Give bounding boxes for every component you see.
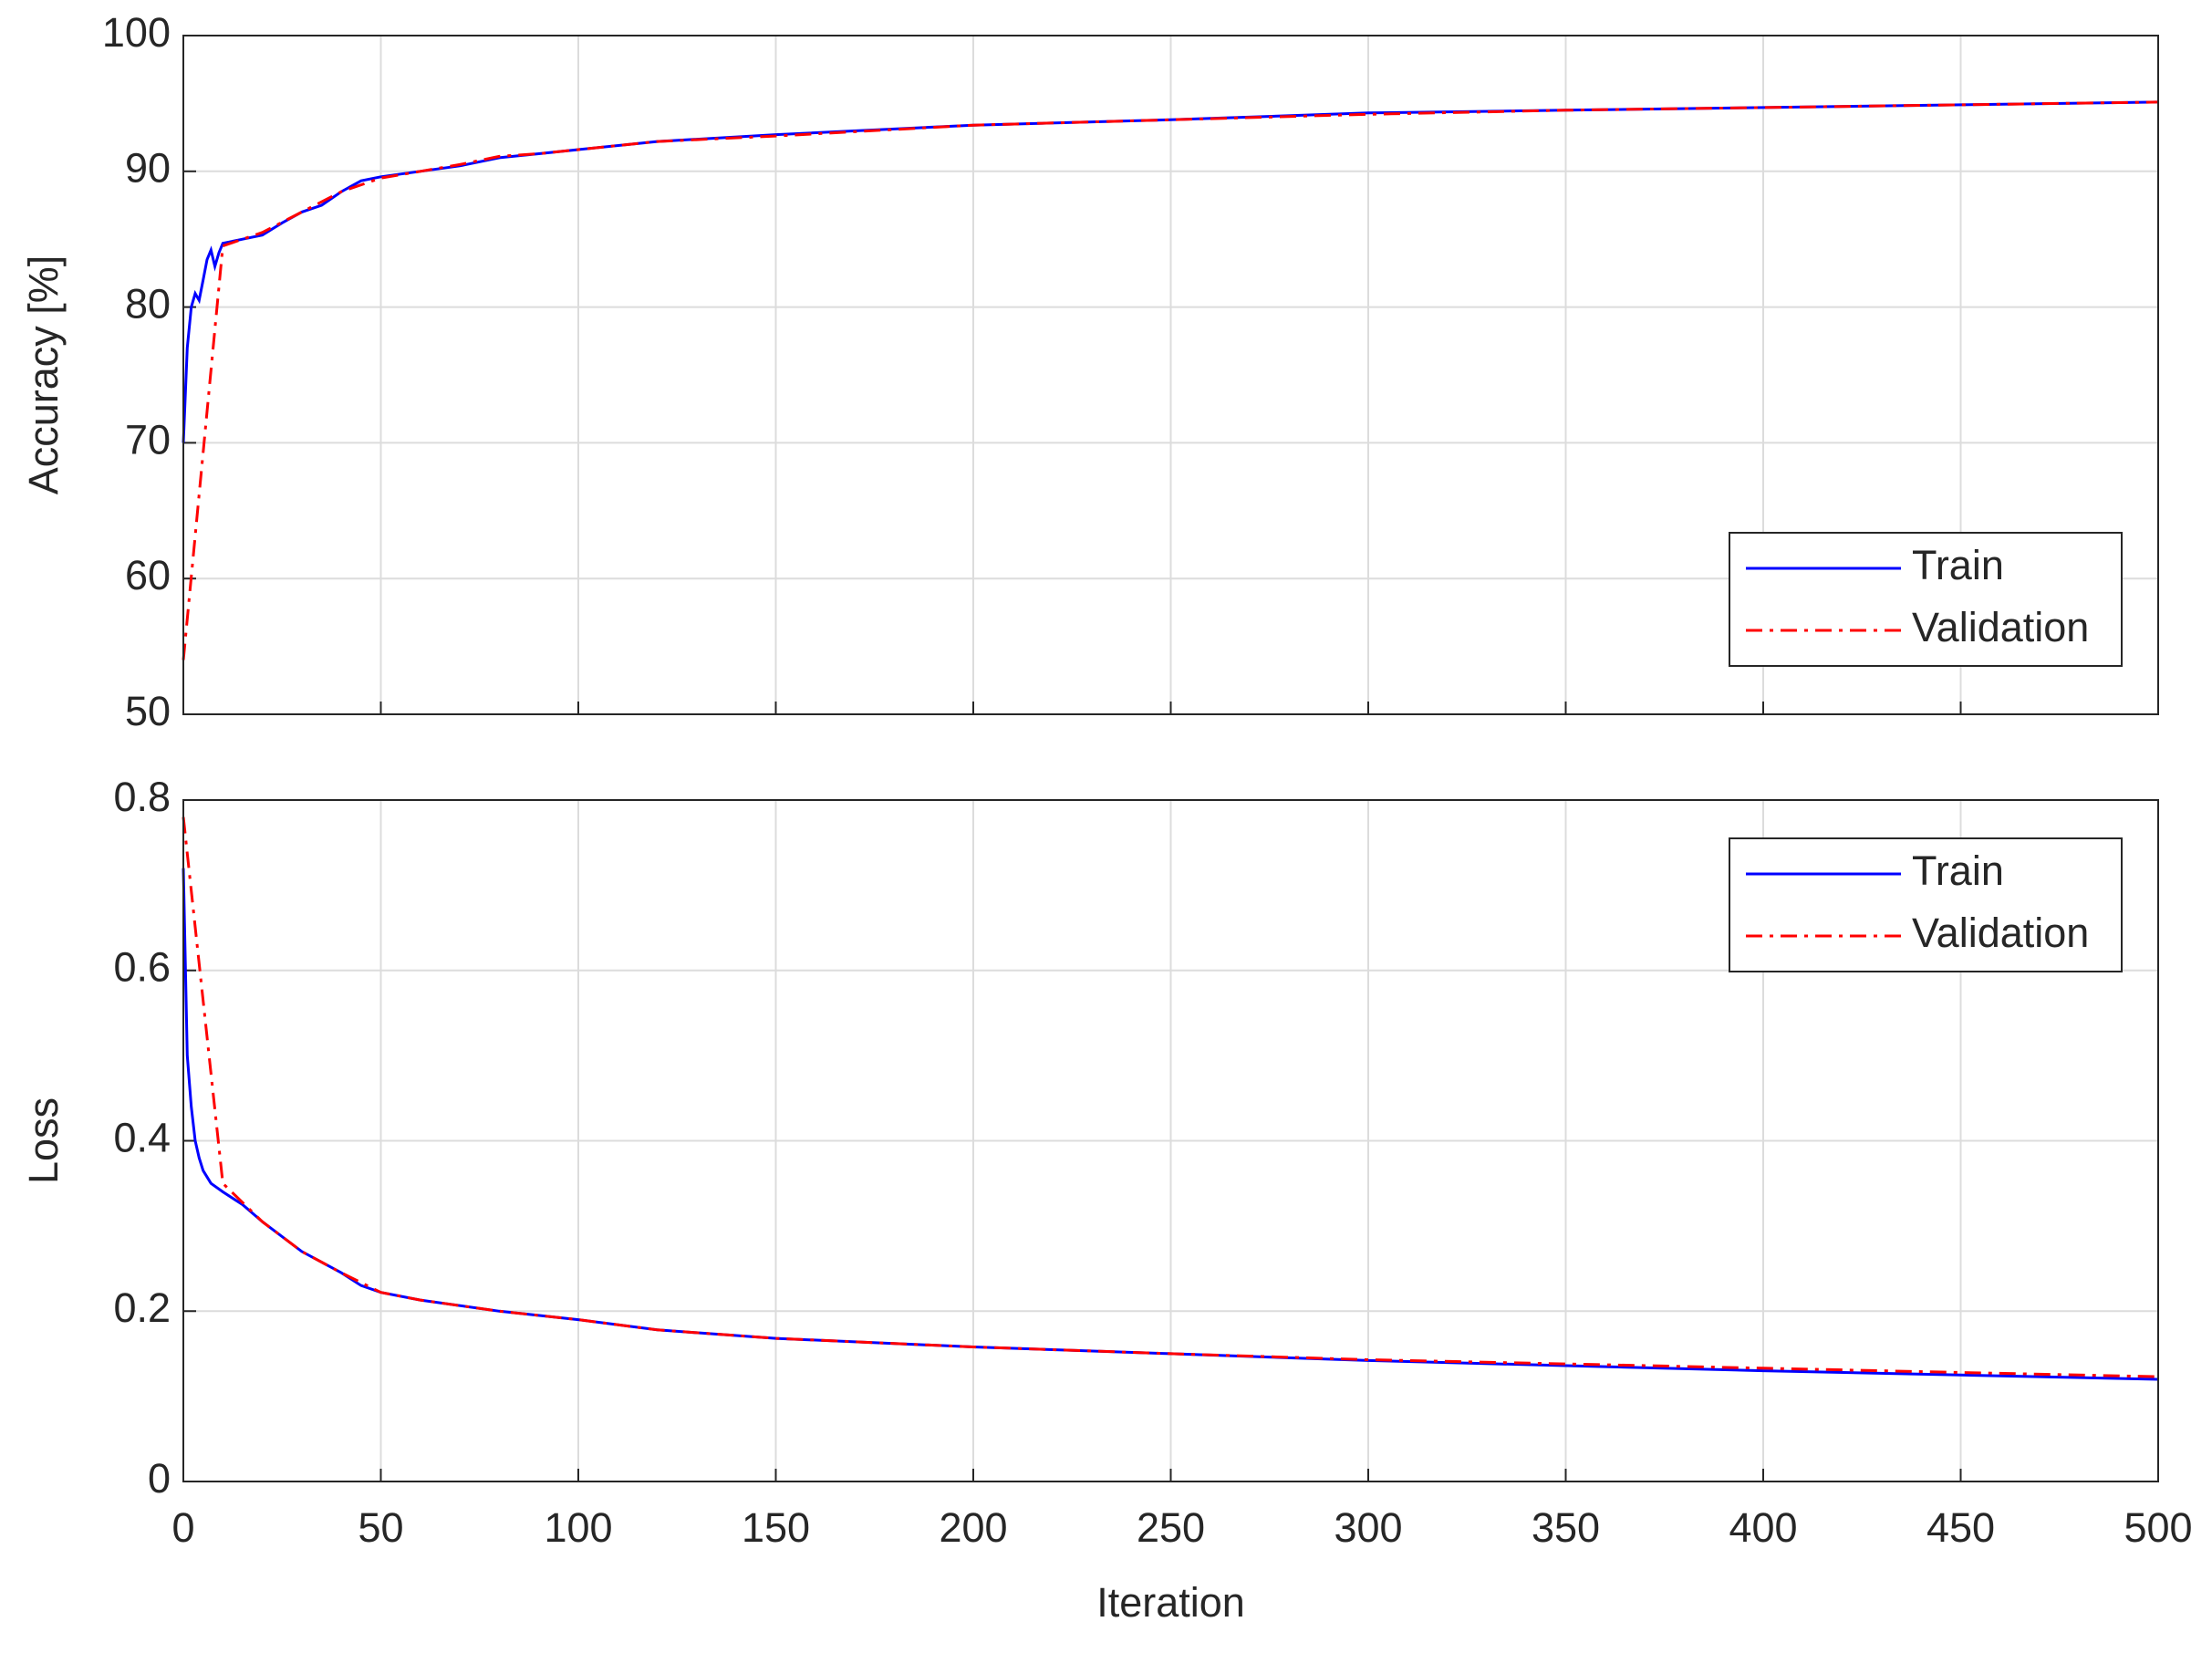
y-axis-label: Loss	[20, 1097, 67, 1184]
y-tick-label: 100	[102, 9, 171, 56]
axes-box	[182, 35, 2159, 715]
legend-box	[1729, 837, 2123, 972]
x-tick-label: 450	[1926, 1504, 1995, 1551]
x-axis-label: Iteration	[1096, 1579, 1245, 1626]
x-tick-label: 400	[1729, 1504, 1797, 1551]
y-tick-label: 60	[125, 552, 171, 598]
x-tick-label: 0	[171, 1504, 194, 1551]
legend-label: Validation	[1912, 604, 2089, 650]
x-tick-label: 500	[2124, 1504, 2192, 1551]
legend-label: Train	[1912, 847, 2004, 894]
y-tick-label: 70	[125, 416, 171, 463]
y-tick-label: 0.4	[113, 1114, 171, 1160]
x-tick-label: 350	[1532, 1504, 1600, 1551]
y-tick-label: 0	[148, 1455, 171, 1502]
y-tick-label: 0.2	[113, 1284, 171, 1331]
x-tick-label: 200	[939, 1504, 1007, 1551]
x-tick-label: 250	[1137, 1504, 1205, 1551]
x-tick-label: 100	[544, 1504, 612, 1551]
legend: Train Validation	[1729, 532, 2123, 667]
axes-box	[182, 799, 2159, 1482]
x-tick-label: 150	[742, 1504, 810, 1551]
legend-label: Train	[1912, 542, 2004, 588]
y-tick-label: 90	[125, 145, 171, 192]
series-line	[182, 868, 2159, 1381]
y-tick-label: 0.8	[113, 774, 171, 820]
y-tick-label: 80	[125, 280, 171, 327]
x-tick-label: 50	[358, 1504, 403, 1551]
y-tick-label: 0.6	[113, 944, 171, 991]
series-line	[182, 816, 2159, 1378]
legend: Train Validation	[1729, 837, 2123, 972]
x-tick-label: 300	[1334, 1504, 1402, 1551]
y-axis-label: Accuracy [%]	[20, 255, 67, 495]
legend-label: Validation	[1912, 910, 2089, 956]
series-line	[182, 100, 2159, 660]
legend-box	[1729, 532, 2123, 667]
y-tick-label: 50	[125, 688, 171, 734]
